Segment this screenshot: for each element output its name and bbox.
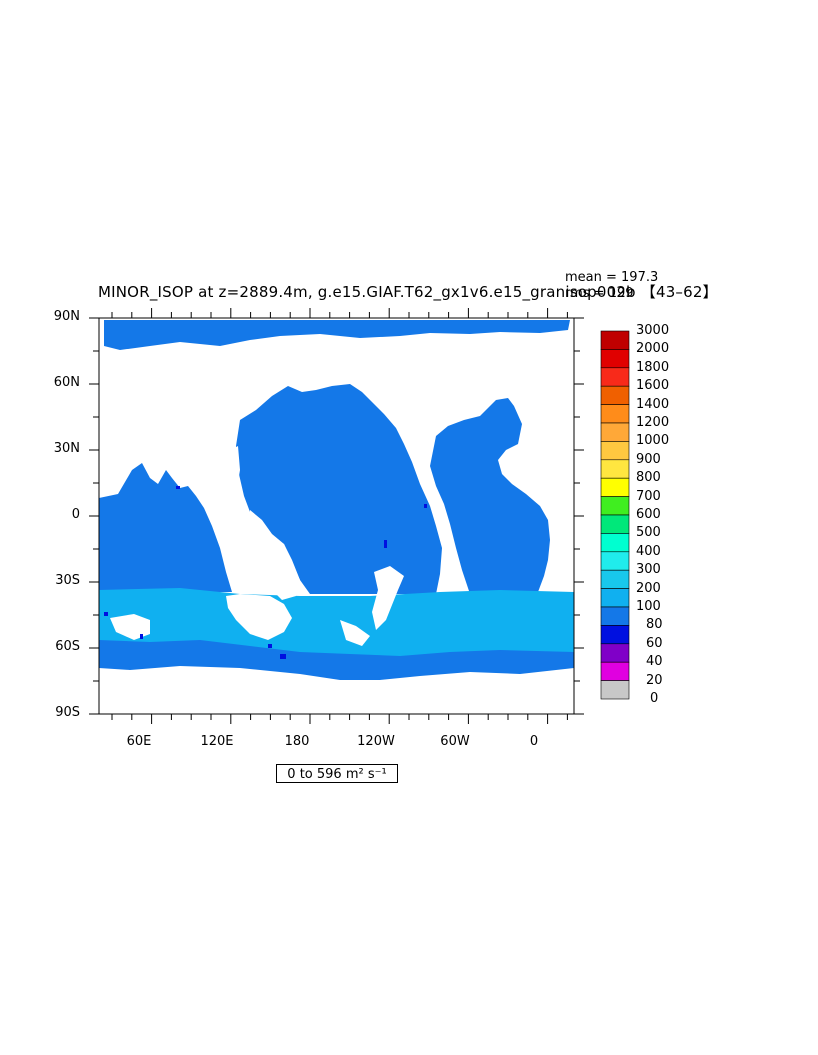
deep-speck bbox=[176, 486, 180, 489]
colorbar-label: 200 bbox=[636, 580, 661, 596]
colorbar-label: 3000 bbox=[636, 323, 670, 338]
deep-speck bbox=[104, 612, 108, 616]
colorbar-label: 400 bbox=[636, 543, 661, 559]
colorbar-box bbox=[600, 441, 630, 461]
indian-ocean bbox=[99, 463, 232, 592]
range-label: 0 to 596 m² s⁻¹ bbox=[276, 764, 398, 783]
land-mass-5 bbox=[372, 566, 404, 630]
colorbar-box bbox=[600, 330, 630, 350]
colorbar-box bbox=[600, 385, 630, 405]
x-tick-60w: 60W bbox=[440, 734, 470, 749]
y-tick-90s: 90S bbox=[55, 705, 80, 720]
deep-speck bbox=[280, 654, 286, 659]
colorbar-label: 700 bbox=[636, 488, 661, 504]
y-tick-90n: 90N bbox=[53, 309, 80, 324]
x-tick-0: 0 bbox=[529, 734, 539, 749]
colorbar-box bbox=[600, 459, 630, 479]
y-tick-30s: 30S bbox=[55, 573, 80, 588]
colorbar bbox=[600, 330, 630, 700]
x-tick-60e: 60E bbox=[126, 734, 152, 749]
colorbar-box bbox=[600, 661, 630, 681]
colorbar-box bbox=[600, 551, 630, 571]
y-tick-60n: 60N bbox=[53, 375, 80, 390]
colorbar-label: 60 bbox=[646, 635, 663, 651]
y-tick-30n: 30N bbox=[53, 441, 80, 456]
colorbar-label: 1800 bbox=[636, 359, 670, 375]
land-mass-6 bbox=[220, 446, 240, 500]
x-tick-180: 180 bbox=[284, 734, 310, 749]
colorbar-label: 20 bbox=[646, 672, 663, 688]
land-mass-1 bbox=[226, 594, 292, 640]
land-mass-4 bbox=[110, 614, 150, 640]
axis-ticks bbox=[89, 308, 584, 724]
deep-speck bbox=[268, 644, 272, 648]
colorbar-box bbox=[600, 349, 630, 369]
colorbar-label: 600 bbox=[636, 507, 661, 522]
land-mass-3 bbox=[340, 620, 370, 646]
deep-speck bbox=[424, 504, 427, 508]
deep-speck bbox=[384, 540, 387, 548]
mean-stat: mean = 197.3 bbox=[565, 270, 659, 285]
colorbar-box bbox=[600, 496, 630, 516]
y-tick-60s: 60S bbox=[55, 639, 80, 654]
plot-title: MINOR_ISOP at z=2889.4m, g.e15.GIAF.T62_… bbox=[98, 283, 718, 301]
atlantic-ocean bbox=[430, 398, 550, 594]
colorbar-box bbox=[600, 404, 630, 424]
ocean-map bbox=[99, 320, 574, 680]
y-tick-0: 0 bbox=[71, 507, 80, 522]
colorbar-box bbox=[600, 533, 630, 553]
colorbar-label: 900 bbox=[636, 451, 661, 467]
colorbar-box bbox=[600, 680, 630, 700]
colorbar-box bbox=[600, 606, 630, 626]
colorbar-box bbox=[600, 477, 630, 497]
colorbar-label: 1000 bbox=[636, 433, 670, 449]
colorbar-label: 0 bbox=[650, 691, 659, 706]
colorbar-label: 500 bbox=[636, 525, 661, 541]
colorbar-label: 300 bbox=[636, 562, 661, 578]
colorbar-label: 100 bbox=[636, 599, 661, 614]
x-tick-120w: 120W bbox=[357, 734, 395, 749]
colorbar-label: 800 bbox=[636, 470, 661, 486]
colorbar-box bbox=[600, 569, 630, 589]
pacific-ocean bbox=[236, 384, 442, 594]
colorbar-label: 80 bbox=[646, 617, 663, 633]
x-tick-120e: 120E bbox=[200, 734, 234, 749]
colorbar-box bbox=[600, 367, 630, 387]
colorbar-label: 1600 bbox=[636, 378, 670, 394]
colorbar-label: 2000 bbox=[636, 341, 670, 357]
antarctic-shelf bbox=[99, 640, 574, 680]
colorbar-box bbox=[600, 643, 630, 663]
rms-stat: rms = 199 bbox=[565, 286, 634, 301]
colorbar-box bbox=[600, 514, 630, 534]
colorbar-box bbox=[600, 625, 630, 645]
deep-speck bbox=[140, 634, 143, 639]
colorbar-label: 1200 bbox=[636, 415, 670, 430]
colorbar-box bbox=[600, 588, 630, 608]
land-mass-2 bbox=[248, 510, 300, 600]
colorbar-label: 1400 bbox=[636, 396, 670, 412]
arctic-ocean bbox=[104, 320, 570, 350]
colorbar-label: 40 bbox=[646, 654, 663, 670]
colorbar-box bbox=[600, 422, 630, 442]
